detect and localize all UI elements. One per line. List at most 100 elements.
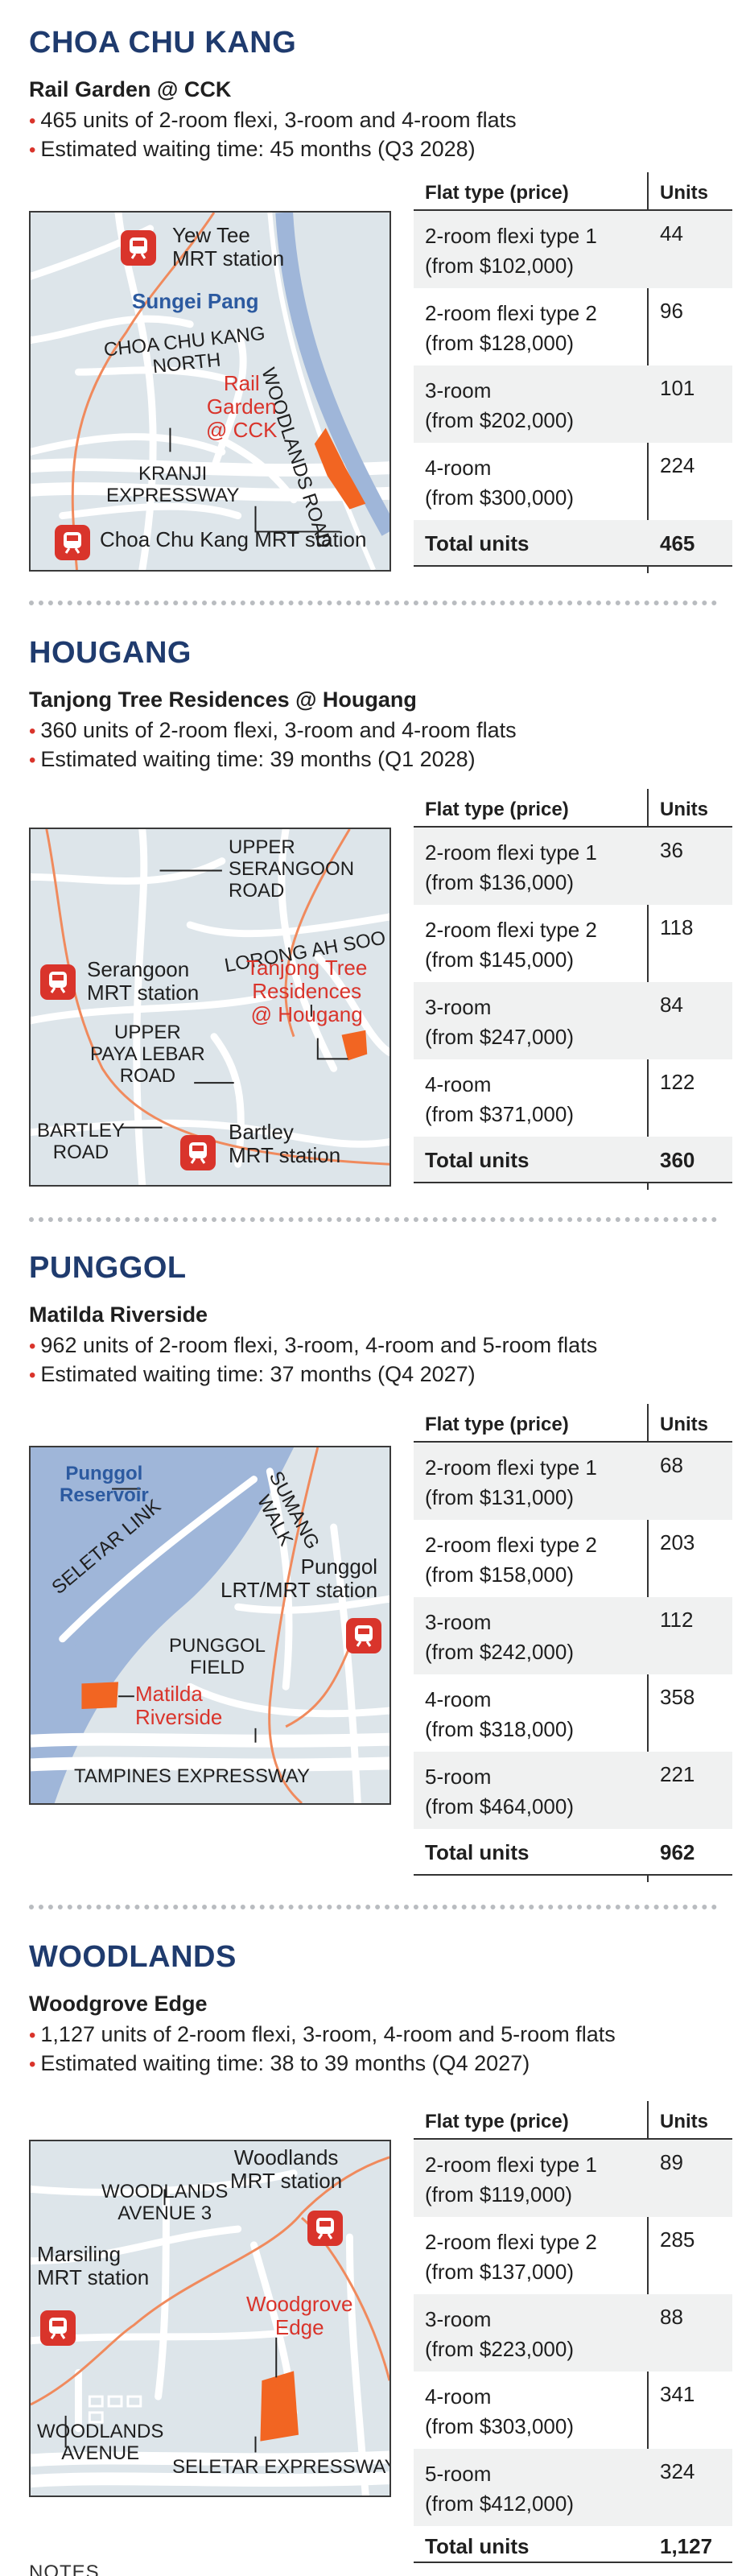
tanjong-tree-label: Tanjong Tree Residences @ Hougang — [246, 956, 368, 1027]
waiting-time: • Estimated waiting time: 39 months (Q1 2… — [29, 747, 476, 771]
bartley-road-label: BARTLEY ROAD — [37, 1120, 125, 1163]
section-woodlands: WOODLANDS Woodgrove Edge • 1,127 units of… — [0, 1919, 746, 2563]
marsiling-mrt-label: Marsiling MRT station — [37, 2242, 150, 2290]
bullet-icon: • — [29, 1364, 36, 1386]
table-row: 3-room (from $223,000) 88 — [414, 2294, 732, 2372]
bullet-icon: • — [29, 720, 36, 742]
map-background — [31, 1447, 389, 1803]
region-title: WOODLANDS — [29, 1940, 237, 1974]
table-header: Flat type (price) Units — [414, 789, 732, 828]
sungei-pang-label: Sungei Pang — [132, 289, 259, 313]
marsiling-mrt-icon — [40, 2310, 76, 2346]
table-header: Flat type (price) Units — [414, 1404, 732, 1443]
table-row: 5-room (from $464,000) 221 — [414, 1752, 732, 1829]
table-row: 3-room (from $202,000) 101 — [414, 365, 732, 443]
region-title: PUNGGOL — [29, 1251, 187, 1285]
section-divider — [29, 601, 717, 605]
header-flat-type: Flat type (price) — [425, 2111, 569, 2132]
total-row: Total units 962 — [414, 1829, 732, 1876]
header-units: Units — [660, 2111, 708, 2132]
bullet-icon: • — [29, 749, 36, 771]
table-header: Flat type (price) Units — [414, 172, 732, 211]
bullet-icon: • — [29, 1335, 36, 1357]
bullet-icon: • — [29, 110, 36, 132]
table-row: 2-room flexi type 2 (from $158,000) 203 — [425, 1530, 695, 1587]
total-row: Total units 465 — [414, 520, 732, 567]
header-units: Units — [660, 182, 708, 204]
woodlands-mrt-icon — [307, 2211, 343, 2246]
bullet-icon: • — [29, 2054, 36, 2075]
bullet-icon: • — [29, 2025, 36, 2046]
units-table: Flat type (price) Units 2-room flexi typ… — [414, 2101, 732, 2563]
units-summary: • 465 units of 2-room flexi, 3-room and 4… — [29, 108, 517, 132]
header-flat-type: Flat type (price) — [425, 799, 569, 820]
header-units: Units — [660, 1414, 708, 1435]
cck-mrt-icon — [55, 525, 90, 560]
table-row: 2-room flexi type 1 (from $131,000) 68 — [414, 1443, 732, 1520]
waiting-time: • Estimated waiting time: 38 to 39 months… — [29, 2051, 530, 2075]
table-row: 4-room (from $318,000) 358 — [425, 1685, 695, 1741]
bullet-icon: • — [29, 139, 36, 161]
units-summary: • 360 units of 2-room flexi, 3-room and 4… — [29, 718, 517, 742]
punggol-field-label: PUNGGOL FIELD — [169, 1635, 266, 1678]
location-map: UPPER SERANGOON ROAD LORONG AH SOO Serango… — [29, 828, 391, 1187]
project-title: Tanjong Tree Residences @ Hougang — [29, 687, 417, 712]
project-title: Matilda Riverside — [29, 1302, 208, 1327]
units-summary: • 962 units of 2-room flexi, 3-room, 4-ro… — [29, 1333, 598, 1357]
project-title: Rail Garden @ CCK — [29, 77, 232, 101]
bartley-mrt-icon — [180, 1135, 216, 1170]
table-row: 2-room flexi type 1 (from $102,000) 44 — [414, 211, 732, 288]
table-row: 4-room (from $371,000) 122 — [425, 1070, 695, 1126]
section-hougang: HOUGANG Tanjong Tree Residences @ Hougan… — [0, 617, 746, 1212]
table-row: 4-room (from $300,000) 224 — [425, 453, 695, 510]
units-table: Flat type (price) Units 2-room flexi typ… — [414, 789, 732, 1190]
notes-heading: NOTES — [29, 2562, 100, 2576]
section-punggol: PUNGGOL Matilda Riverside • 962 units of … — [0, 1232, 746, 1900]
seletar-expressway-label: SELETAR EXPRESSWAY — [172, 2456, 391, 2478]
region-title: HOUGANG — [29, 636, 192, 670]
map-background — [31, 213, 389, 570]
map-background — [31, 829, 389, 1185]
header-units: Units — [660, 799, 708, 820]
section-divider — [29, 1905, 717, 1909]
waiting-time: • Estimated waiting time: 37 months (Q4 2… — [29, 1362, 476, 1386]
table-row: 2-room flexi type 1 (from $119,000) 89 — [414, 2140, 732, 2217]
section-choa-chu-kang: CHOA CHU KANG Rail Garden @ CCK • 465 uni… — [0, 0, 746, 612]
punggol-mrt-icon — [346, 1618, 381, 1653]
table-row: 3-room (from $242,000) 112 — [414, 1597, 732, 1674]
tampines-expressway-label: TAMPINES EXPRESSWAY — [74, 1765, 310, 1787]
waiting-time: • Estimated waiting time: 45 months (Q3 2… — [29, 137, 476, 161]
header-flat-type: Flat type (price) — [425, 182, 569, 204]
rail-garden-label: Rail Garden @ CCK — [206, 371, 278, 443]
region-title: CHOA CHU KANG — [29, 26, 297, 60]
table-row: 4-room (from $303,000) 341 — [425, 2382, 695, 2438]
yew-tee-mrt-icon — [121, 230, 156, 266]
table-row: 2-room flexi type 2 (from $137,000) 285 — [425, 2227, 695, 2284]
table-row: 5-room (from $412,000) 324 — [414, 2449, 732, 2526]
matilda-riverside-label: Matilda Riverside — [135, 1682, 223, 1730]
cck-mrt-label: Choa Chu Kang MRT station — [100, 527, 367, 551]
units-table: Flat type (price) Units 2-room flexi typ… — [414, 1404, 732, 1882]
punggol-reservoir-label: Punggol Reservoir — [60, 1463, 149, 1506]
serangoon-mrt-label: Serangoon MRT station — [87, 957, 200, 1005]
location-map: Woodlands MRT station WOODLANDS AVENUE 3 M… — [29, 2140, 391, 2497]
bartley-mrt-label: Bartley MRT station — [229, 1120, 341, 1168]
table-row: 3-room (from $247,000) 84 — [414, 982, 732, 1059]
header-flat-type: Flat type (price) — [425, 1414, 569, 1435]
total-row: Total units 360 — [414, 1137, 732, 1183]
upper-paya-lebar-road-label: UPPER PAYA LEBAR ROAD — [90, 1022, 205, 1087]
location-map: Punggol Reservoir SELETAR LINK SUMANG WALK… — [29, 1446, 391, 1805]
woodgrove-edge-label: Woodgrove Edge — [246, 2292, 353, 2340]
total-row: Total units 1,127 — [414, 2526, 732, 2563]
section-divider — [29, 1217, 717, 1222]
table-row: 2-room flexi type 2 (from $128,000) 96 — [425, 299, 683, 355]
kranji-expressway-label: KRANJI EXPRESSWAY — [106, 463, 240, 506]
table-header: Flat type (price) Units — [414, 2101, 732, 2140]
units-table: Flat type (price) Units 2-room flexi typ… — [414, 172, 732, 573]
project-title: Woodgrove Edge — [29, 1992, 208, 2016]
woodlands-avenue-label: WOODLANDS AVENUE — [37, 2421, 164, 2464]
serangoon-mrt-icon — [40, 964, 76, 1000]
location-map: Yew Tee MRT station Sungei Pang CHOA CHU … — [29, 211, 391, 572]
woodlands-avenue-3-label: WOODLANDS AVENUE 3 — [101, 2181, 229, 2224]
upper-serangoon-road-label: UPPER SERANGOON ROAD — [229, 836, 355, 902]
